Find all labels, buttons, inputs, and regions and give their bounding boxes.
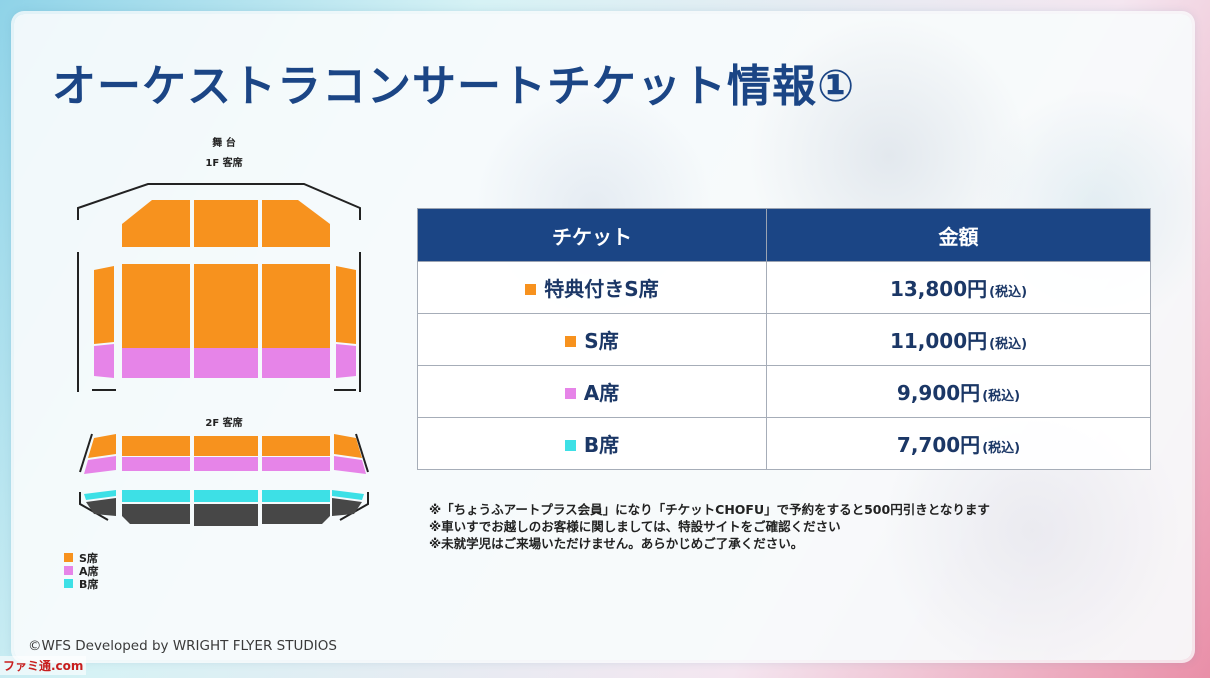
header-ticket: チケット — [417, 208, 767, 262]
floor1-label: 1F 客席 — [205, 156, 242, 169]
price-value: 11,000円 — [889, 329, 988, 353]
tax-note: (税込) — [982, 441, 1021, 456]
seat-block-1f-front-center — [194, 200, 258, 247]
seat-block-2f-left-a — [84, 456, 116, 474]
page-title: オーケストラコンサートチケット情報① — [52, 61, 856, 112]
watermark-logo: ファミ通.com — [0, 656, 87, 675]
seat-block-1f-front-right — [262, 200, 330, 247]
seat-color-square — [565, 336, 577, 347]
table-row: 特典付きS席 13,800円 (税込) — [417, 261, 1151, 314]
seat-block-1f-main-right — [262, 264, 330, 348]
seat-block-2f-right-s — [334, 434, 362, 458]
legend-item-b: B席 — [64, 577, 99, 591]
price-value: 9,900円 — [896, 381, 981, 405]
seat-block-1f-side-left-a — [94, 344, 114, 378]
tax-note: (税込) — [989, 337, 1028, 352]
seat-block-1f-main-center — [194, 264, 258, 348]
legend-label-s: S席 — [79, 551, 98, 565]
seat-block-2f-right-rear — [332, 498, 362, 516]
seat-block-1f-rear-left — [122, 348, 190, 378]
slide-frame: オーケストラコンサートチケット情報① 舞 台 1F 客席 — [14, 14, 1192, 660]
table-header-row: チケット 金額 — [417, 208, 1151, 262]
ticket-name: 特典付きS席 — [544, 277, 659, 301]
floor2-wall-right — [355, 433, 369, 473]
note-wheelchair: ※車いすでお越しのお客様に関しましては、特設サイトをご確認ください — [429, 519, 841, 534]
price-cell: 13,800円 (税込) — [766, 261, 1151, 314]
ticket-name: B席 — [583, 433, 620, 457]
ticket-cell: 特典付きS席 — [417, 261, 767, 314]
seat-block-2f-s-left — [122, 436, 190, 456]
floor2-wall-left — [79, 433, 93, 473]
seat-block-1f-front-left — [122, 200, 190, 247]
copyright: ©WFS Developed by WRIGHT FLYER STUDIOS — [28, 638, 337, 654]
stage-label: 舞 台 — [212, 136, 235, 149]
note-children: ※未就学児はご来場いただけません。あらかじめご了承ください。 — [429, 536, 804, 551]
floor2-label: 2F 客席 — [205, 416, 242, 429]
notes: ※「ちょうふアートプラス会員」になり「チケットCHOFU」で予約をすると500円… — [429, 501, 990, 552]
legend-label-a: A席 — [79, 564, 99, 578]
seat-block-1f-side-left — [94, 266, 114, 344]
seat-block-2f-right-a — [334, 456, 366, 474]
seat-block-2f-right-b — [332, 490, 364, 500]
header-price: 金額 — [766, 208, 1151, 262]
seat-block-2f-rear-right — [262, 504, 330, 524]
seat-block-1f-rear-right — [262, 348, 330, 378]
seat-block-1f-side-right-a — [336, 344, 356, 378]
note-discount: ※「ちょうふアートプラス会員」になり「チケットCHOFU」で予約をすると500円… — [429, 502, 990, 517]
tax-note: (税込) — [989, 285, 1028, 300]
price-cell: 11,000円 (税込) — [766, 313, 1151, 366]
legend-item-s: S席 — [64, 551, 99, 565]
seat-block-1f-main-left — [122, 264, 190, 348]
seat-block-1f-rear-center — [194, 348, 258, 378]
table-row: S席 11,000円 (税込) — [417, 313, 1151, 366]
seat-block-2f-left-b — [84, 490, 116, 500]
ticket-name: A席 — [583, 381, 620, 405]
price-value: 7,700円 — [896, 433, 981, 457]
price-cell: 9,900円 (税込) — [766, 365, 1151, 418]
tax-note: (税込) — [982, 389, 1021, 404]
floor1-wall-top — [77, 183, 361, 220]
seat-legend: S席 A席 B席 — [64, 551, 99, 591]
price-cell: 7,700円 (税込) — [766, 417, 1151, 470]
seat-block-2f-a-center — [194, 457, 258, 471]
seat-block-2f-rear-center — [194, 504, 258, 526]
seat-color-square — [564, 388, 576, 399]
seat-block-2f-left-s — [88, 434, 116, 458]
seat-block-2f-a-right — [262, 457, 330, 471]
legend-swatch-s — [64, 553, 73, 562]
floor2-rear-wall-right — [339, 492, 369, 521]
seat-color-square — [525, 284, 537, 295]
ticket-cell: B席 — [417, 417, 767, 470]
seat-block-2f-a-left — [122, 457, 190, 471]
seat-color-square — [564, 440, 576, 451]
table-row: B席 7,700円 (税込) — [417, 417, 1151, 470]
seat-map-diagram: 舞 台 1F 客席 2F 客席 — [77, 136, 369, 526]
price-table: チケット 金額 特典付きS席 13,800円 (税込) S席 11,000円 (税込… — [417, 208, 1151, 470]
legend-swatch-a — [64, 566, 73, 575]
table-row: A席 9,900円 (税込) — [417, 365, 1151, 418]
legend-label-b: B席 — [79, 577, 99, 591]
seat-block-2f-b-center — [194, 490, 258, 502]
seat-block-2f-b-left — [122, 490, 190, 502]
floor2-rear-wall-left — [79, 492, 109, 521]
legend-swatch-b — [64, 579, 73, 588]
ticket-cell: S席 — [417, 313, 767, 366]
seat-block-2f-b-right — [262, 490, 330, 502]
legend-item-a: A席 — [64, 564, 99, 578]
seat-block-1f-side-right — [336, 266, 356, 344]
seat-block-2f-rear-left — [122, 504, 190, 524]
price-value: 13,800円 — [889, 277, 988, 301]
seat-block-2f-s-center — [194, 436, 258, 456]
ticket-cell: A席 — [417, 365, 767, 418]
seat-block-2f-left-rear — [86, 498, 116, 516]
ticket-name: S席 — [584, 329, 619, 353]
seat-map: 舞 台 1F 客席 2F 客席 — [64, 132, 384, 612]
seat-block-2f-s-right — [262, 436, 330, 456]
